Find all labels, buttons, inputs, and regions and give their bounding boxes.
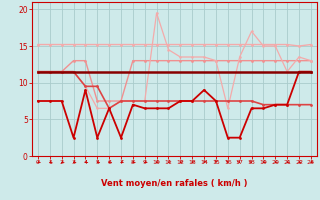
X-axis label: Vent moyen/en rafales ( km/h ): Vent moyen/en rafales ( km/h ) — [101, 179, 248, 188]
